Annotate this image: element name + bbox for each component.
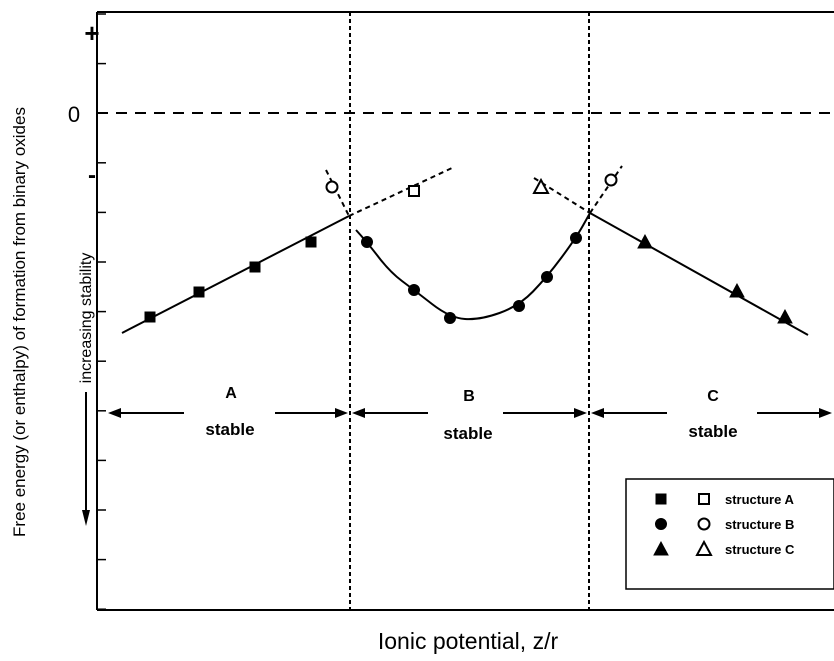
- marker-a-metastable: [408, 185, 420, 197]
- y-ticks: [97, 13, 106, 610]
- region-a-status: stable: [205, 420, 254, 439]
- y-tick-plus: +: [84, 18, 99, 48]
- marker-b-metastable: [325, 180, 339, 194]
- marker-b-stable: [570, 232, 582, 244]
- legend-marker-square-filled: [655, 493, 667, 505]
- marker-b-metastable: [604, 173, 618, 187]
- fit-line-b-metastable: [325, 169, 350, 217]
- region-a-label: A: [225, 385, 237, 402]
- legend-marker-square-open: [698, 493, 710, 505]
- x-axis-title: Ionic potential, z/r: [378, 628, 559, 654]
- legend-marker-circle-filled: [655, 518, 667, 530]
- legend-label: structure A: [725, 492, 794, 507]
- marker-c-metastable: [532, 177, 550, 194]
- marker-c-stable: [637, 233, 653, 249]
- region-b-status: stable: [443, 424, 492, 443]
- marker-a-stable: [144, 311, 156, 323]
- legend-marker-triangle-filled: [653, 540, 669, 556]
- marker-b-stable: [408, 284, 420, 296]
- marker-a-stable: [193, 286, 205, 298]
- legend-label: structure B: [725, 517, 794, 532]
- marker-b-stable: [361, 236, 373, 248]
- data-markers: [144, 173, 793, 324]
- marker-b-stable: [444, 312, 456, 324]
- legend-label: structure C: [725, 542, 795, 557]
- fit-line-a-metastable: [348, 167, 453, 217]
- marker-b-stable: [513, 300, 525, 312]
- y-axis-title: Free energy (or enthalpy) of formation f…: [10, 107, 29, 537]
- legend: structure A structure B structure C: [653, 492, 795, 557]
- region-c-label: C: [707, 388, 719, 405]
- stability-label: increasing stability: [78, 253, 95, 384]
- fit-line-b-stable: [355, 212, 591, 321]
- legend-marker-triangle-open: [695, 539, 713, 556]
- fit-line-c-stable: [589, 212, 809, 336]
- marker-c-stable: [777, 308, 793, 324]
- y-tick-minus: -: [88, 162, 96, 189]
- marker-a-stable: [305, 236, 317, 248]
- fit-line-a-stable: [121, 215, 350, 334]
- marker-b-stable: [541, 271, 553, 283]
- marker-c-stable: [729, 282, 745, 298]
- y-tick-zero: 0: [68, 102, 80, 127]
- legend-marker-circle-open: [697, 517, 711, 531]
- fit-lines: [121, 165, 809, 336]
- region-b-label: B: [463, 388, 475, 405]
- fit-line-b-metastable: [589, 165, 623, 214]
- marker-a-stable: [249, 261, 261, 273]
- region-arrows: [108, 408, 832, 418]
- region-c-status: stable: [688, 422, 737, 441]
- stability-arrowhead: [82, 510, 90, 526]
